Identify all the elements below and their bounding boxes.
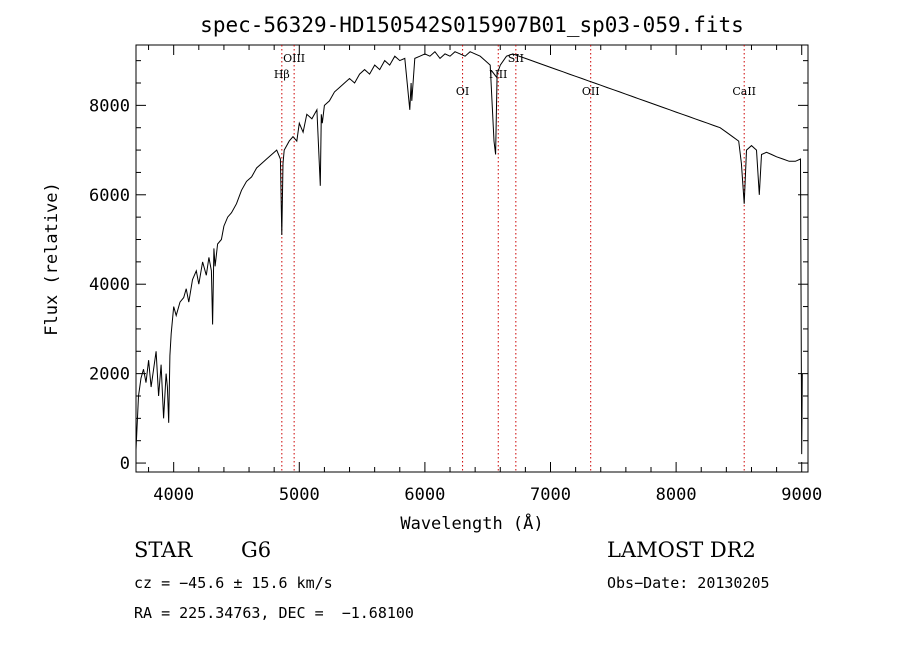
- x-tick-label: 9000: [781, 485, 822, 505]
- line-marker-label: OII: [582, 85, 600, 98]
- y-axis-label: Flux (relative): [42, 182, 62, 336]
- line-marker-label: SII: [508, 52, 524, 65]
- x-tick-label: 8000: [656, 485, 697, 505]
- object-type: STAR: [134, 538, 193, 562]
- y-tick-label: 0: [120, 454, 130, 474]
- spectrum-line: [135, 50, 803, 455]
- x-tick-label: 6000: [404, 485, 445, 505]
- plot-area: 4000 5000 6000 7000 8000 9000 0 2000 4000 6000 800…: [89, 44, 822, 505]
- plot-frame: [135, 44, 809, 473]
- spectral-subclass: G6: [241, 538, 272, 562]
- line-marker-label: NII: [489, 68, 507, 81]
- y-tick-label: 4000: [89, 275, 130, 295]
- line-marker-label: CaII: [732, 85, 756, 98]
- line-marker-label: OI: [456, 85, 469, 98]
- x-axis-label: Wavelength (Å): [400, 512, 543, 534]
- x-tick-label: 5000: [279, 485, 320, 505]
- y-tick-label: 2000: [89, 365, 130, 385]
- y-tick-label: 8000: [89, 96, 130, 116]
- x-tick-label: 4000: [153, 485, 194, 505]
- survey-name: LAMOST DR2: [607, 538, 756, 562]
- line-marker-label: Hβ: [274, 68, 290, 81]
- chart-title: spec-56329-HD150542S015907B01_sp03-059.f…: [200, 13, 744, 37]
- coordinates: RA = 225.34763, DEC = −1.68100: [134, 604, 414, 622]
- x-tick-label: 7000: [530, 485, 571, 505]
- line-marker-label: OIII: [283, 52, 305, 65]
- redshift-velocity: cz = −45.6 ± 15.6 km/s: [134, 574, 333, 592]
- y-tick-label: 6000: [89, 186, 130, 206]
- observation-date: Obs−Date: 20130205: [607, 574, 770, 592]
